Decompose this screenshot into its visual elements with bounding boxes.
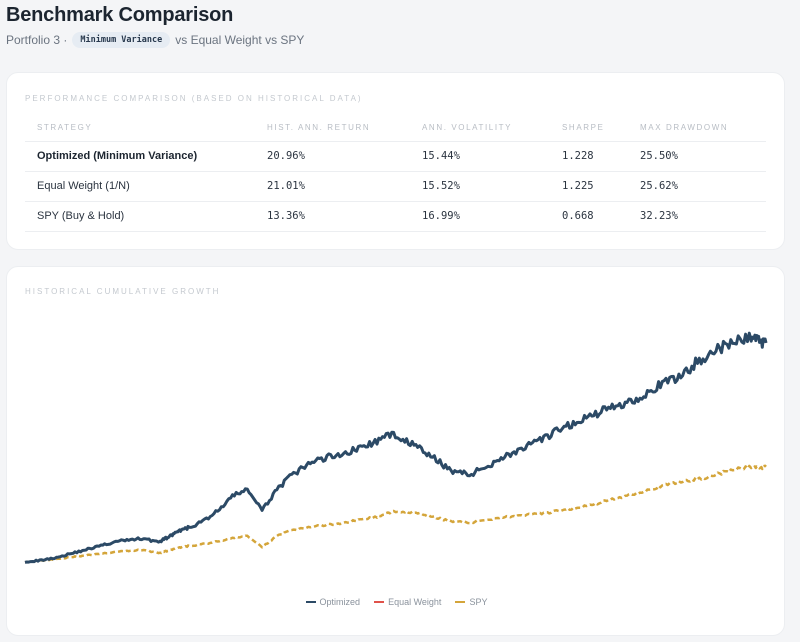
return-cell: 21.01% xyxy=(255,171,410,202)
strategy-cell: Optimized (Minimum Variance) xyxy=(25,141,255,172)
column-header-sharpe: SHARPE xyxy=(550,114,628,142)
table-row: SPY (Buy & Hold) 13.36% 16.99% 0.668 32.… xyxy=(25,201,766,232)
drawdown-cell: 25.50% xyxy=(628,141,766,172)
table-header-row: STRATEGY HIST. ANN. RETURN ANN. VOLATILI… xyxy=(25,114,766,142)
sharpe-cell: 1.225 xyxy=(550,171,628,202)
comparison-label: vs Equal Weight vs SPY xyxy=(175,33,305,47)
series-line-equal-weight xyxy=(24,332,767,564)
legend-item-spy[interactable]: SPY xyxy=(455,597,487,607)
return-cell: 13.36% xyxy=(255,201,410,232)
return-cell: 20.96% xyxy=(255,141,410,172)
legend-item-optimized[interactable]: Optimized xyxy=(305,597,361,607)
performance-table: STRATEGY HIST. ANN. RETURN ANN. VOLATILI… xyxy=(25,114,766,232)
page-title: Benchmark Comparison xyxy=(6,4,234,26)
volatility-cell: 15.52% xyxy=(410,171,550,202)
page-subtitle: Portfolio 3 · Minimum Variance vs Equal … xyxy=(6,32,304,48)
sharpe-cell: 1.228 xyxy=(550,141,628,172)
page-header: Benchmark Comparison Portfolio 3 · Minim… xyxy=(6,4,304,48)
performance-card: PERFORMANCE COMPARISON (BASED ON HISTORI… xyxy=(6,72,785,250)
drawdown-cell: 32.23% xyxy=(628,201,766,232)
legend-swatch-equal-weight xyxy=(374,601,385,603)
column-header-return: HIST. ANN. RETURN xyxy=(255,114,410,142)
series-line-optimized xyxy=(24,331,768,564)
strategy-cell: SPY (Buy & Hold) xyxy=(25,201,255,232)
sharpe-cell: 0.668 xyxy=(550,201,628,232)
column-header-volatility: ANN. VOLATILITY xyxy=(410,114,550,142)
volatility-cell: 15.44% xyxy=(410,141,550,172)
performance-card-title: PERFORMANCE COMPARISON (BASED ON HISTORI… xyxy=(25,94,363,103)
column-header-strategy: STRATEGY xyxy=(25,114,255,142)
table-row: Optimized (Minimum Variance) 20.96% 15.4… xyxy=(25,141,766,172)
volatility-cell: 16.99% xyxy=(410,201,550,232)
legend-label: Optimized xyxy=(319,597,361,607)
table-row: Equal Weight (1/N) 21.01% 15.52% 1.225 2… xyxy=(25,171,766,202)
growth-chart xyxy=(24,331,768,564)
growth-chart-title: HISTORICAL CUMULATIVE GROWTH xyxy=(25,287,221,296)
chart-legend: Optimized Equal Weight SPY xyxy=(7,597,786,607)
legend-swatch-spy xyxy=(455,601,466,603)
growth-chart-card: HISTORICAL CUMULATIVE GROWTH Optimized E… xyxy=(6,266,785,636)
series-line-spy xyxy=(24,464,767,564)
legend-label: Equal Weight xyxy=(388,597,442,607)
strategy-cell: Equal Weight (1/N) xyxy=(25,171,255,202)
column-header-drawdown: MAX DRAWDOWN xyxy=(628,114,766,142)
legend-label: SPY xyxy=(469,597,488,607)
method-badge: Minimum Variance xyxy=(72,32,171,48)
drawdown-cell: 25.62% xyxy=(628,171,766,202)
legend-item-equal-weight[interactable]: Equal Weight xyxy=(374,597,441,607)
legend-swatch-optimized xyxy=(305,601,316,603)
portfolio-label: Portfolio 3 · xyxy=(6,33,68,47)
